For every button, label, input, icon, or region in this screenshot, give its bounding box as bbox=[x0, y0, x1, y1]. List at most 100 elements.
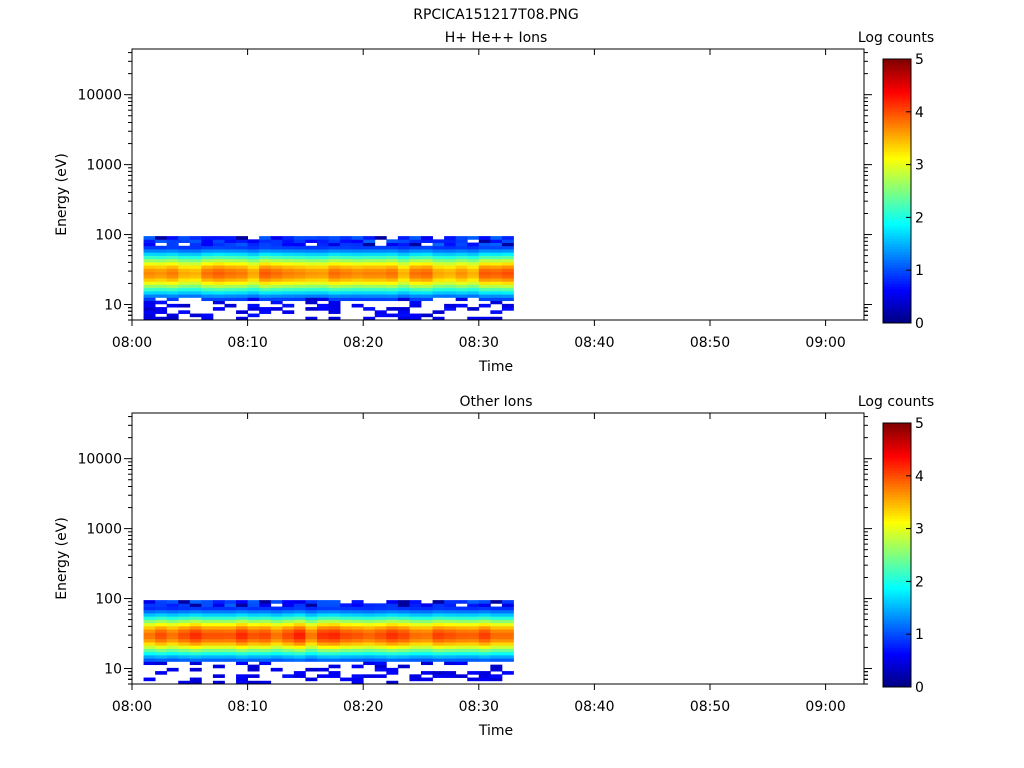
heatmap-cell bbox=[501, 297, 514, 302]
heatmap-cell bbox=[397, 645, 410, 649]
heatmap-cell bbox=[155, 606, 168, 611]
heatmap-cell bbox=[478, 616, 491, 620]
heatmap-cell bbox=[421, 622, 433, 627]
heatmap-cell bbox=[224, 642, 237, 646]
colorbar-segment bbox=[883, 304, 911, 308]
heatmap-cell bbox=[455, 242, 468, 247]
heatmap-cell bbox=[247, 265, 260, 269]
heatmap-cell bbox=[189, 632, 202, 636]
heatmap-cell bbox=[397, 606, 410, 611]
heatmap-cell bbox=[490, 239, 503, 243]
heatmap-cell bbox=[421, 661, 433, 666]
heatmap-cell bbox=[478, 654, 491, 659]
heatmap-cell bbox=[432, 671, 445, 675]
heatmap-cell bbox=[501, 625, 514, 630]
heatmap-cell bbox=[340, 245, 353, 250]
heatmap-cell bbox=[293, 294, 306, 298]
heatmap-cell bbox=[455, 651, 468, 656]
colorbar-segment bbox=[883, 254, 911, 258]
heatmap-cell bbox=[224, 261, 237, 266]
heatmap-cell bbox=[259, 603, 272, 607]
colorbar-segment bbox=[883, 628, 911, 633]
colorbar-tick-label: 3 bbox=[915, 522, 924, 538]
heatmap-cell bbox=[374, 274, 387, 279]
heatmap-cell bbox=[421, 609, 433, 614]
heatmap-cell bbox=[328, 236, 341, 240]
heatmap-cell bbox=[224, 303, 237, 308]
colorbar-segment bbox=[883, 61, 911, 65]
heatmap-cell bbox=[455, 658, 468, 662]
heatmap-cell bbox=[316, 249, 329, 253]
heatmap-cell bbox=[340, 271, 353, 276]
heatmap-cell bbox=[236, 638, 248, 643]
heatmap-cell bbox=[189, 677, 202, 682]
heatmap-cell bbox=[247, 609, 260, 614]
heatmap-cell bbox=[421, 265, 433, 269]
heatmap-cell bbox=[444, 294, 457, 298]
heatmap-cell bbox=[501, 638, 514, 643]
heatmap-cell bbox=[421, 284, 433, 289]
heatmap-cell bbox=[409, 603, 422, 607]
heatmap-cell bbox=[351, 245, 364, 250]
heatmap-cell bbox=[351, 619, 364, 624]
heatmap-cell bbox=[247, 242, 260, 247]
heatmap-cell bbox=[259, 625, 272, 630]
heatmap-cell bbox=[201, 609, 214, 614]
heatmap-cell bbox=[467, 249, 480, 253]
heatmap-cell bbox=[259, 661, 272, 666]
heatmap-cell bbox=[386, 249, 399, 253]
colorbar-segment bbox=[883, 642, 911, 646]
heatmap-cell bbox=[316, 667, 329, 672]
heatmap-cell bbox=[305, 284, 318, 289]
heatmap-cell bbox=[351, 271, 364, 276]
heatmap-cell bbox=[189, 252, 202, 256]
heatmap-cell bbox=[293, 671, 306, 675]
heatmap-cell bbox=[189, 313, 202, 318]
heatmap-cell bbox=[155, 603, 168, 607]
colorbar-segment bbox=[883, 69, 911, 73]
heatmap-cell bbox=[316, 307, 329, 311]
heatmap-cell bbox=[328, 278, 341, 282]
heatmap-cell bbox=[467, 316, 480, 321]
heatmap-cell bbox=[236, 661, 248, 666]
colorbar-segment bbox=[883, 623, 911, 627]
heatmap-cell bbox=[236, 677, 248, 682]
heatmap-cell bbox=[305, 606, 318, 611]
colorbar-segment bbox=[883, 169, 911, 174]
heatmap-cell bbox=[501, 287, 514, 292]
heatmap-cell bbox=[224, 629, 237, 633]
heatmap-cell bbox=[224, 268, 237, 272]
heatmap-cell bbox=[397, 600, 410, 604]
heatmap-cell bbox=[351, 274, 364, 279]
heatmap-cell bbox=[143, 635, 156, 640]
heatmap-cell bbox=[340, 648, 353, 653]
heatmap-cell bbox=[490, 265, 503, 269]
heatmap-cell bbox=[490, 616, 503, 620]
heatmap-cell bbox=[397, 310, 410, 314]
colorbar-segment bbox=[883, 275, 911, 279]
heatmap-cell bbox=[166, 625, 179, 630]
heatmap-cell bbox=[316, 242, 329, 247]
heatmap-cell bbox=[363, 252, 376, 256]
heatmap-cell bbox=[247, 642, 260, 646]
heatmap-cell bbox=[305, 239, 318, 243]
heatmap-cell bbox=[305, 249, 318, 253]
heatmap-cell bbox=[501, 629, 514, 633]
x-tick-label: 08:50 bbox=[690, 335, 730, 351]
heatmap-cell bbox=[201, 268, 214, 272]
heatmap-cell bbox=[340, 616, 353, 620]
heatmap-cell bbox=[247, 629, 260, 633]
heatmap-cell bbox=[501, 252, 514, 256]
heatmap-cell bbox=[155, 307, 168, 311]
heatmap-cell bbox=[282, 635, 295, 640]
heatmap-cell bbox=[212, 307, 225, 311]
x-axis-label: Time bbox=[478, 723, 513, 739]
heatmap-cell bbox=[270, 284, 283, 289]
heatmap-cell bbox=[501, 651, 514, 656]
x-tick-label: 08:30 bbox=[459, 699, 499, 715]
heatmap-cell bbox=[236, 271, 248, 276]
heatmap-cell bbox=[444, 236, 457, 240]
heatmap-cell bbox=[432, 261, 445, 266]
heatmap-cell bbox=[143, 268, 156, 272]
heatmap-cell bbox=[305, 268, 318, 272]
